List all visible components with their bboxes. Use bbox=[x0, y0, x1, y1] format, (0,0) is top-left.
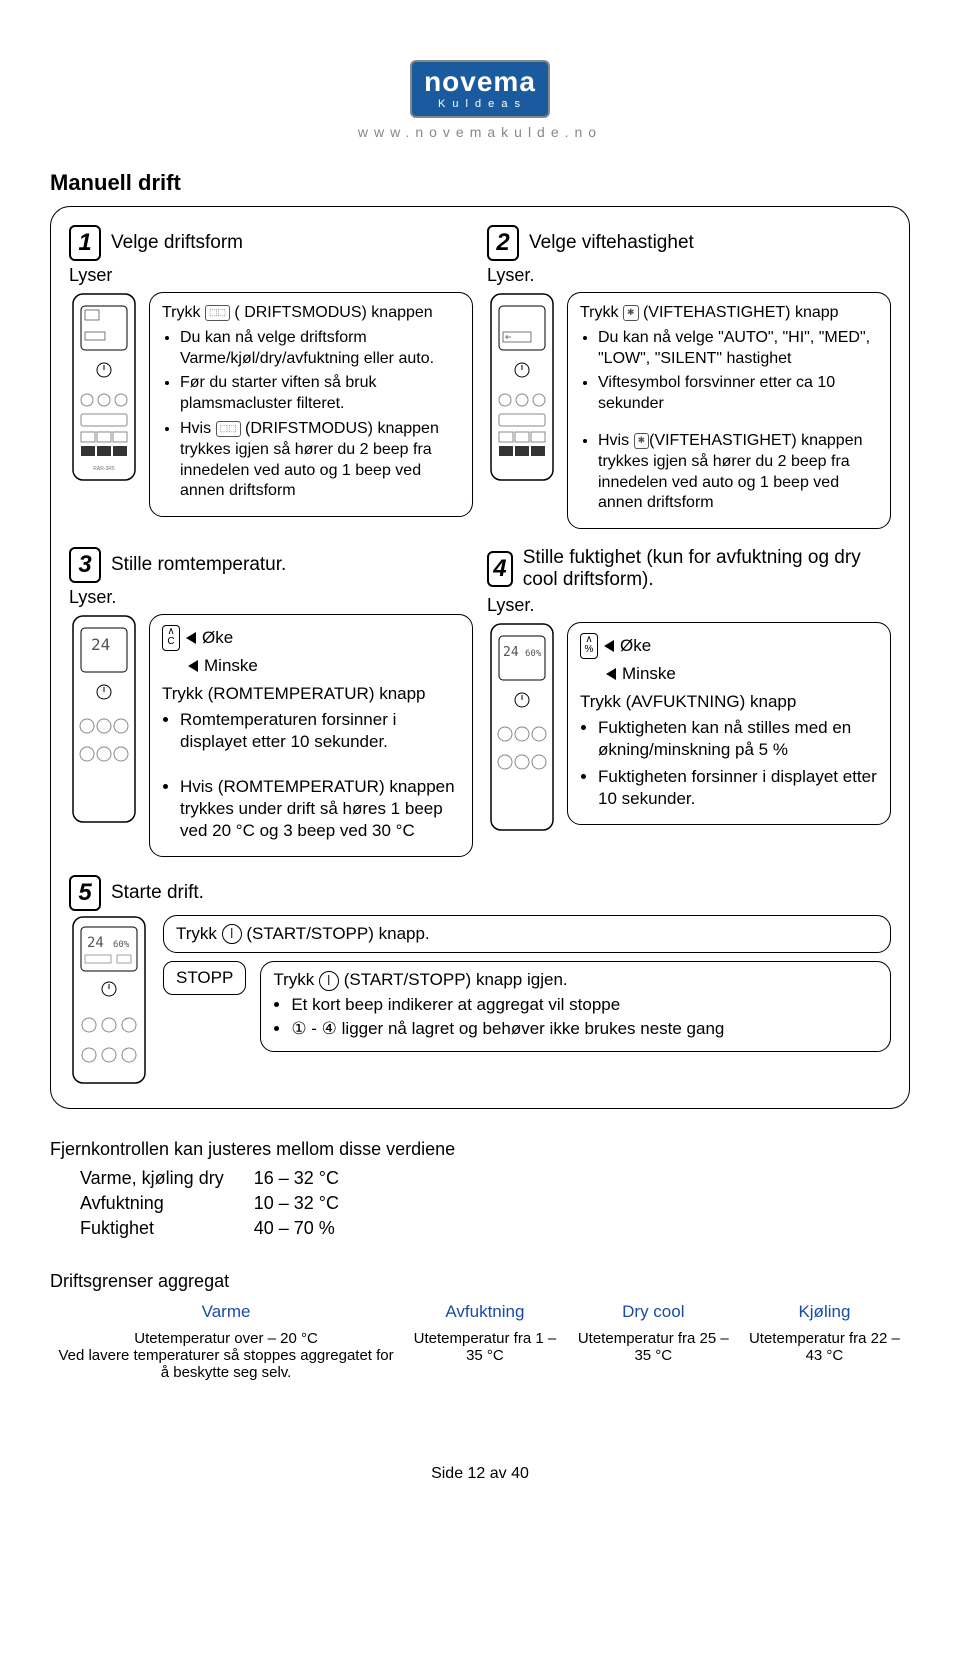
remote-icon bbox=[487, 292, 557, 482]
bullet: Fuktigheten kan nå stilles med en økning… bbox=[598, 717, 878, 761]
step-1-bubble: Trykk ⬚⬚ ( DRIFTSMODUS) knappen Du kan n… bbox=[149, 292, 473, 517]
instructions-panel: 1 Velge driftsform Lyser bbox=[50, 206, 910, 1109]
bullet: Fuktigheten forsinner i displayet etter … bbox=[598, 766, 878, 810]
svg-text:24: 24 bbox=[91, 635, 110, 654]
bullet: Hvis ⬚⬚ (DRIFSTMODUS) knappen trykkes ig… bbox=[180, 419, 460, 502]
stop-bubble: Trykk (START/STOPP) knapp igjen. Et kort… bbox=[260, 961, 891, 1052]
step-title: Velge driftsform bbox=[111, 232, 243, 254]
power-icon bbox=[319, 971, 339, 991]
fan-icon: ✱ bbox=[623, 305, 639, 321]
ranges-table: Varme, kjøling dry16 – 32 °C Avfuktning1… bbox=[50, 1166, 369, 1241]
cell: Utetemperatur fra 1 – 35 °C bbox=[402, 1326, 568, 1385]
bullet: Før du starter viften så bruk plamsmaclu… bbox=[180, 373, 460, 415]
remote-icon: 24 bbox=[69, 614, 139, 824]
svg-text:24: 24 bbox=[503, 645, 519, 660]
page-title: Manuell drift bbox=[50, 170, 910, 196]
remote-icon: RAR-3R5 bbox=[69, 292, 139, 482]
logo-tag: K u l d e a s bbox=[424, 98, 536, 110]
step-title: Starte drift. bbox=[111, 882, 204, 904]
start-bubble: Trykk (START/STOPP) knapp. bbox=[163, 915, 891, 954]
svg-text:60%: 60% bbox=[113, 940, 130, 950]
step-num: 1 bbox=[69, 225, 101, 261]
lyser-label: Lyser. bbox=[487, 265, 891, 286]
col-header: Kjøling bbox=[739, 1298, 910, 1326]
lyser-label: Lyser. bbox=[487, 595, 891, 616]
bullet: ① - ④ ligger nå lagret og behøver ikke b… bbox=[291, 1019, 878, 1039]
fan-icon: ✱ bbox=[634, 433, 650, 449]
cell: Avfuktning bbox=[50, 1191, 254, 1216]
bullet: Hvis ✱(VIFTEHASTIGHET) knappen trykkes i… bbox=[598, 431, 878, 514]
col-header: Avfuktning bbox=[402, 1298, 568, 1326]
remote-icon: 24 60% bbox=[69, 915, 149, 1085]
step-title: Stille romtemperatur. bbox=[111, 554, 286, 576]
cell: Utetemperatur fra 22 – 43 °C bbox=[739, 1326, 910, 1385]
mode-icon: ⬚⬚ bbox=[216, 421, 241, 437]
bullet: Du kan nå velge "AUTO", "HI", "MED", "LO… bbox=[598, 328, 878, 370]
temp-up-icon: ∧C bbox=[162, 625, 180, 651]
step-3: 3 Stille romtemperatur. Lyser. 24 bbox=[69, 547, 473, 857]
limits-heading: Driftsgrenser aggregat bbox=[50, 1271, 910, 1292]
logo: novema K u l d e a s bbox=[410, 60, 550, 118]
lyser-label: Lyser. bbox=[69, 587, 473, 608]
mode-icon: ⬚⬚ bbox=[205, 305, 230, 321]
step-1: 1 Velge driftsform Lyser bbox=[69, 225, 473, 529]
brand-url: www.novemakulde.no bbox=[50, 124, 910, 140]
bullet: Hvis (ROMTEMPERATUR) knappen trykkes und… bbox=[180, 776, 460, 842]
limits-table: Varme Avfuktning Dry cool Kjøling Utetem… bbox=[50, 1298, 910, 1385]
lyser-label: Lyser bbox=[69, 265, 473, 286]
step-5: 5 Starte drift. 24 60% bbox=[69, 875, 891, 1090]
step-num: 3 bbox=[69, 547, 101, 583]
humid-up-icon: ∧% bbox=[580, 633, 598, 659]
remote-icon: 24 60% bbox=[487, 622, 557, 832]
cell: Utetemperatur fra 25 – 35 °C bbox=[568, 1326, 739, 1385]
step-title: Velge viftehastighet bbox=[529, 232, 694, 254]
svg-text:60%: 60% bbox=[525, 649, 542, 659]
step-3-bubble: ∧C Øke Minske Trykk (ROMTEMPERATUR) knap… bbox=[149, 614, 473, 857]
cell: 16 – 32 °C bbox=[254, 1166, 369, 1191]
svg-text:24: 24 bbox=[87, 935, 104, 951]
bullet: Du kan nå velge driftsform Varme/kjøl/dr… bbox=[180, 328, 460, 370]
header: novema K u l d e a s www.novemakulde.no bbox=[50, 60, 910, 140]
step-title: Stille fuktighet (kun for avfuktning og … bbox=[523, 547, 891, 591]
ranges-heading: Fjernkontrollen kan justeres mellom diss… bbox=[50, 1139, 910, 1160]
power-icon bbox=[222, 924, 242, 944]
svg-text:RAR-3R5: RAR-3R5 bbox=[93, 466, 115, 472]
bullet: Viftesymbol forsvinner etter ca 10 sekun… bbox=[598, 373, 878, 415]
page-footer: Side 12 av 40 bbox=[50, 1465, 910, 1483]
stopp-label: STOPP bbox=[163, 961, 246, 995]
step-num: 4 bbox=[487, 551, 513, 587]
step-num: 5 bbox=[69, 875, 101, 911]
cell: Utetemperatur over – 20 °C Ved lavere te… bbox=[50, 1326, 402, 1385]
cell: Varme, kjøling dry bbox=[50, 1166, 254, 1191]
step-2-bubble: Trykk ✱ (VIFTEHASTIGHET) knapp Du kan nå… bbox=[567, 292, 891, 529]
logo-name: novema bbox=[424, 66, 536, 98]
bullet: Romtemperaturen forsinner i displayet et… bbox=[180, 709, 460, 753]
step-4: 4 Stille fuktighet (kun for avfuktning o… bbox=[487, 547, 891, 857]
step-2: 2 Velge viftehastighet Lyser. bbox=[487, 225, 891, 529]
cell: 10 – 32 °C bbox=[254, 1191, 369, 1216]
col-header: Varme bbox=[50, 1298, 402, 1326]
step-4-bubble: ∧% Øke Minske Trykk (AVFUKTNING) knapp F… bbox=[567, 622, 891, 825]
bullet: Et kort beep indikerer at aggregat vil s… bbox=[291, 995, 878, 1015]
cell: 40 – 70 % bbox=[254, 1216, 369, 1241]
cell: Fuktighet bbox=[50, 1216, 254, 1241]
col-header: Dry cool bbox=[568, 1298, 739, 1326]
step-num: 2 bbox=[487, 225, 519, 261]
